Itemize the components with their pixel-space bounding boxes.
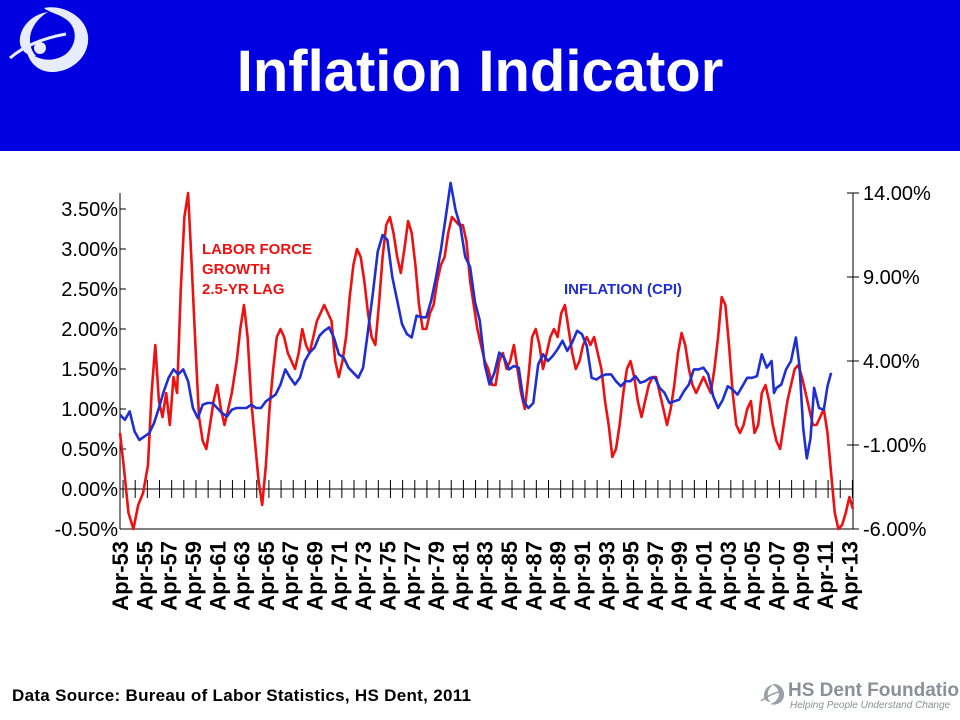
x-tick-label: Apr-85: [497, 541, 522, 611]
x-tick-label: Apr-05: [740, 541, 765, 611]
labor-force-growth-line: [118, 191, 855, 531]
x-tick-label: Apr-89: [546, 541, 571, 611]
brand-name: HS Dent Foundation: [788, 680, 960, 701]
line-chart: -0.50% 0.00% 0.50% 1.00% 1.50% 2.00% 2.50% 3.00…: [55, 181, 931, 611]
x-tick-label: Apr-63: [230, 541, 255, 611]
x-tick-label: Apr-53: [108, 541, 133, 611]
hs-dent-mark-icon: [760, 683, 785, 705]
labor-force-annotation: GROWTH: [202, 261, 270, 278]
brand-footer: HS Dent Foundation Helping People Unders…: [760, 680, 960, 714]
y-left-tick-label: 2.50%: [61, 279, 118, 301]
brand-tagline: Helping People Understand Change: [790, 700, 951, 711]
x-tick-label: Apr-69: [303, 541, 328, 611]
x-tick-label: Apr-91: [570, 541, 595, 611]
x-tick-label: Apr-83: [473, 541, 498, 611]
y-left-tick-label: 0.00%: [61, 479, 118, 501]
y-left-tick-label: 3.00%: [61, 239, 118, 261]
x-tick-label: Apr-97: [643, 541, 668, 611]
x-tick-label: Apr-77: [400, 541, 425, 611]
x-tick-label: Apr-95: [619, 541, 644, 611]
x-tick-label: Apr-55: [132, 541, 157, 611]
page-title: Inflation Indicator: [236, 39, 724, 104]
x-tick-label: Apr-57: [157, 541, 182, 611]
inflation-annotation: INFLATION (CPI): [564, 281, 682, 298]
y-right-tick-label: 14.00%: [863, 183, 931, 205]
x-tick-label: Apr-87: [521, 541, 546, 611]
labor-force-annotation: 2.5-YR LAG: [202, 281, 285, 298]
x-tick-label: Apr-11: [813, 541, 838, 609]
x-tick-label: Apr-75: [375, 541, 400, 611]
y-right-tick-label: 4.00%: [863, 351, 920, 373]
x-tick-label: Apr-73: [351, 541, 376, 611]
y-left-tick-label: 0.50%: [61, 439, 118, 461]
y-right-tick-label: -6.00%: [863, 519, 927, 541]
x-tick-label: Apr-65: [254, 541, 279, 611]
x-tick-label: Apr-71: [327, 541, 352, 611]
y-right-tick-label: -1.00%: [863, 435, 927, 457]
x-tick-label: Apr-61: [205, 541, 230, 611]
x-tick-label: Apr-07: [764, 541, 789, 611]
x-tick-label: Apr-03: [716, 541, 741, 611]
labor-force-annotation: LABOR FORCE: [202, 241, 312, 258]
y-left-tick-label: 1.50%: [61, 359, 118, 381]
x-tick-label: Apr-81: [448, 541, 473, 611]
x-tick-label: Apr-93: [594, 541, 619, 611]
y-left-tick-label: -0.50%: [55, 519, 119, 541]
x-tick-label: Apr-67: [278, 541, 303, 611]
x-tick-label: Apr-59: [181, 541, 206, 611]
header-banner: Inflation Indicator: [0, 0, 960, 151]
x-tick-label: Apr-09: [789, 541, 814, 611]
x-tick-label: Apr-01: [692, 541, 717, 611]
y-left-tick-label: 3.50%: [61, 199, 118, 221]
hs-dent-globe-icon: [9, 7, 89, 72]
x-tick-label: Apr-13: [837, 541, 862, 611]
y-left-tick-label: 1.00%: [61, 399, 118, 421]
y-left-tick-label: 2.00%: [61, 319, 118, 341]
data-source-note: Data Source: Bureau of Labor Statistics,…: [12, 686, 472, 705]
x-tick-label: Apr-99: [667, 541, 692, 611]
inflation-cpi-line: [119, 181, 833, 460]
y-right-tick-label: 9.00%: [863, 267, 920, 289]
x-tick-label: Apr-79: [424, 541, 449, 611]
chart-area: -0.50% 0.00% 0.50% 1.00% 1.50% 2.00% 2.50% 3.00…: [0, 151, 960, 651]
